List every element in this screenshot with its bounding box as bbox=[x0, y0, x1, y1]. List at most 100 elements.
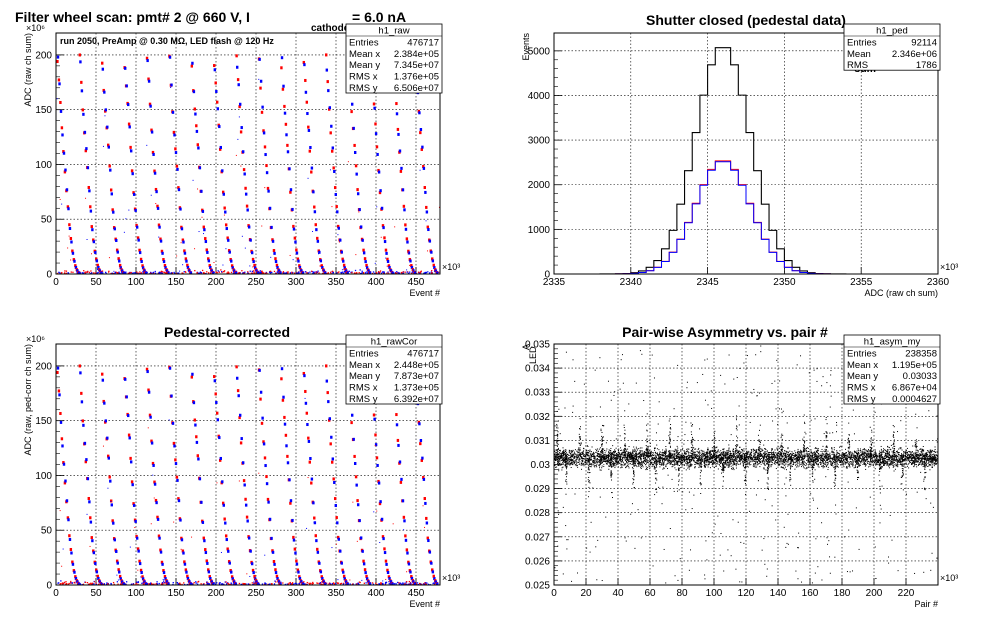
data-point bbox=[878, 464, 880, 466]
data-point bbox=[91, 272, 93, 274]
data-point bbox=[418, 582, 421, 585]
data-point bbox=[318, 272, 320, 274]
data-point-on bbox=[60, 437, 64, 441]
data-point bbox=[136, 582, 138, 584]
data-point bbox=[862, 461, 864, 463]
data-point bbox=[896, 450, 898, 452]
data-point bbox=[237, 272, 239, 274]
data-point bbox=[265, 583, 267, 585]
data-point bbox=[622, 454, 624, 456]
data-point bbox=[698, 447, 700, 449]
data-point-on bbox=[109, 499, 113, 503]
data-point bbox=[569, 453, 571, 455]
data-point-off bbox=[268, 517, 272, 521]
data-point bbox=[763, 463, 765, 465]
data-point bbox=[587, 445, 589, 447]
data-point bbox=[70, 582, 72, 584]
data-point-on bbox=[157, 223, 161, 227]
data-point bbox=[424, 582, 426, 584]
data-point-on bbox=[74, 264, 77, 268]
data-point bbox=[594, 456, 596, 458]
data-point bbox=[574, 452, 576, 454]
data-point bbox=[926, 461, 928, 463]
data-point-on bbox=[95, 257, 98, 261]
data-point bbox=[423, 583, 425, 585]
data-point bbox=[407, 272, 410, 274]
data-point bbox=[786, 469, 788, 471]
data-point-on bbox=[160, 249, 164, 253]
data-point bbox=[771, 458, 773, 460]
data-point bbox=[778, 452, 780, 454]
data-point-off bbox=[395, 423, 399, 427]
data-point bbox=[885, 462, 887, 464]
data-point bbox=[781, 462, 783, 464]
data-point bbox=[725, 452, 727, 454]
data-point bbox=[762, 449, 764, 451]
data-point bbox=[285, 272, 288, 274]
data-point bbox=[381, 582, 384, 585]
data-point bbox=[869, 455, 871, 457]
data-point bbox=[634, 458, 636, 460]
data-point-off bbox=[346, 582, 349, 585]
data-point-off bbox=[285, 444, 288, 448]
data-point-off bbox=[436, 271, 439, 274]
data-point-off bbox=[331, 457, 334, 461]
data-point-on bbox=[108, 475, 111, 479]
data-point bbox=[116, 581, 119, 583]
data-point-on bbox=[262, 129, 265, 133]
data-point-off bbox=[152, 152, 155, 156]
data-point bbox=[399, 582, 402, 584]
data-point bbox=[712, 451, 714, 453]
data-point bbox=[577, 451, 579, 453]
data-point bbox=[117, 583, 119, 585]
data-point bbox=[921, 457, 923, 459]
data-point bbox=[872, 460, 874, 462]
data-point bbox=[643, 459, 645, 461]
data-point-off bbox=[134, 519, 137, 523]
data-point bbox=[558, 464, 560, 466]
data-point bbox=[667, 457, 669, 459]
data-point-off bbox=[342, 570, 345, 574]
data-point bbox=[398, 272, 401, 274]
data-point-off bbox=[237, 394, 240, 398]
data-point bbox=[573, 454, 575, 456]
data-point bbox=[630, 456, 632, 458]
transition-point bbox=[252, 266, 254, 268]
data-point bbox=[395, 583, 397, 585]
data-point bbox=[63, 581, 66, 584]
data-point bbox=[738, 451, 740, 453]
data-point bbox=[59, 583, 62, 585]
data-point-on bbox=[296, 568, 300, 572]
transition-point bbox=[457, 583, 458, 584]
data-point bbox=[578, 454, 580, 456]
data-point-on bbox=[68, 223, 71, 227]
data-point-on bbox=[184, 568, 188, 572]
data-point-off bbox=[256, 582, 260, 585]
data-point-on bbox=[190, 375, 194, 379]
plot-frame bbox=[553, 32, 939, 275]
data-point bbox=[770, 466, 772, 468]
transition-point bbox=[306, 527, 308, 529]
data-point-off bbox=[103, 90, 106, 94]
data-point-off bbox=[328, 106, 332, 110]
data-point-off bbox=[280, 56, 284, 60]
data-point bbox=[761, 454, 763, 456]
x-tick-label: 150 bbox=[168, 588, 185, 599]
transition-point bbox=[162, 578, 164, 580]
data-point bbox=[431, 269, 433, 272]
data-point bbox=[815, 457, 817, 459]
x-tick-label: 100 bbox=[128, 588, 145, 599]
data-point-on bbox=[154, 187, 158, 191]
data-point bbox=[845, 452, 847, 454]
data-point bbox=[105, 272, 107, 274]
data-point bbox=[933, 459, 935, 461]
data-point bbox=[719, 458, 721, 460]
data-point bbox=[621, 449, 623, 451]
x-tick-label: 40 bbox=[612, 588, 624, 599]
data-point bbox=[594, 456, 596, 458]
data-point bbox=[680, 460, 682, 462]
transition-point bbox=[432, 576, 434, 578]
data-point bbox=[815, 447, 817, 449]
data-point bbox=[732, 454, 734, 456]
data-point-on bbox=[326, 391, 329, 395]
